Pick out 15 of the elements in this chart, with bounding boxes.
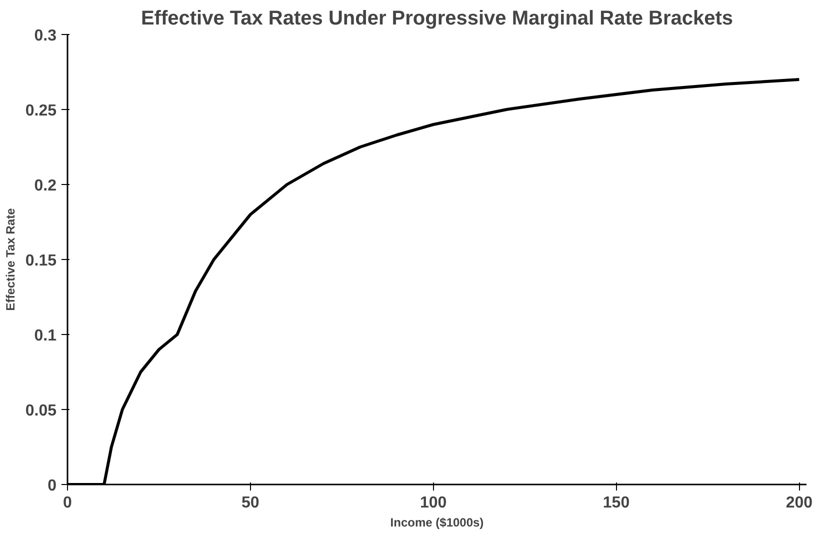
x-axis-title: Income ($1000s) xyxy=(390,516,484,530)
y-tick-label: 0.15 xyxy=(25,252,57,270)
y-tick-label: 0 xyxy=(48,478,57,494)
y-tick-label: 0.25 xyxy=(25,102,57,120)
y-tick-label: 0.05 xyxy=(25,402,57,420)
y-tick-label: 0.1 xyxy=(34,328,57,344)
x-tick-label: 0 xyxy=(63,494,72,512)
x-tick-label: 200 xyxy=(786,494,813,512)
x-tick-label: 150 xyxy=(602,494,630,512)
chart-title: Effective Tax Rates Under Progressive Marginal Rate Brackets xyxy=(140,8,734,30)
y-tick-label: 0.3 xyxy=(34,28,57,44)
y-tick-label: 0.2 xyxy=(34,178,57,194)
x-tick-label: 50 xyxy=(242,494,260,512)
y-axis-title: Effective Tax Rate xyxy=(3,208,18,311)
x-tick-label: 100 xyxy=(420,494,447,512)
